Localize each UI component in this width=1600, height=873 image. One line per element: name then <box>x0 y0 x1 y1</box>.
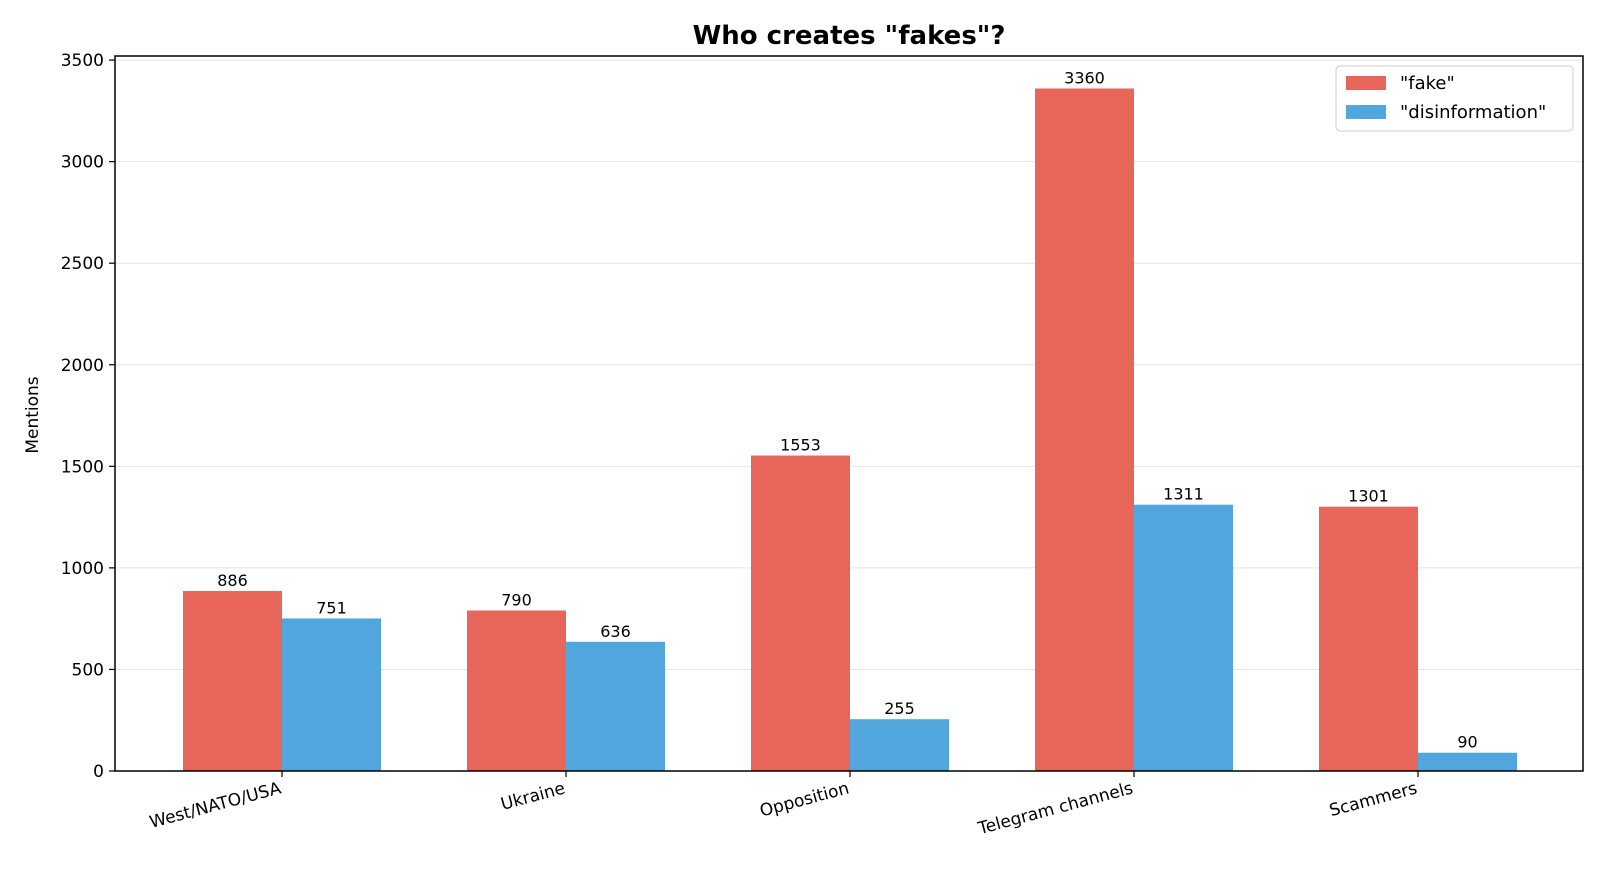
y-tick-label: 1000 <box>61 559 104 579</box>
y-axis-label: Mentions <box>23 376 43 453</box>
x-tick-label: Opposition <box>758 779 852 822</box>
y-tick-label: 1500 <box>61 457 104 477</box>
bar <box>850 719 949 771</box>
bar <box>751 455 850 771</box>
legend-box <box>1335 65 1574 132</box>
legend-label: "disinformation" <box>1400 102 1546 123</box>
y-tick-label: 3000 <box>61 153 104 173</box>
bar <box>183 591 282 771</box>
bars <box>183 88 1517 771</box>
data-label: 751 <box>316 598 347 617</box>
y-tick-label: 3500 <box>61 51 104 71</box>
y-tick-label: 0 <box>93 762 104 782</box>
y-tick-label: 500 <box>72 660 104 680</box>
plot-frame <box>114 55 1584 772</box>
bar <box>1035 88 1134 771</box>
legend-swatch <box>1346 105 1386 119</box>
x-tick-label: Telegram channels <box>975 778 1135 839</box>
bar <box>1134 504 1233 771</box>
bar <box>566 641 665 771</box>
data-label: 1311 <box>1163 485 1204 504</box>
bar <box>1418 752 1517 771</box>
data-label: 636 <box>600 622 631 641</box>
bar <box>467 610 566 771</box>
y-tick-label: 2000 <box>61 356 104 376</box>
chart-title: Who creates "fakes"? <box>693 21 1006 51</box>
x-tick-label: Ukraine <box>499 779 568 815</box>
data-label: 886 <box>217 571 248 590</box>
data-label: 1553 <box>780 436 821 455</box>
x-tick-label: West/NATO/USA <box>147 778 283 832</box>
bar <box>282 618 381 771</box>
legend-swatch <box>1346 76 1386 90</box>
legend: "fake" "disinformation" <box>1335 65 1574 132</box>
data-label: 3360 <box>1064 69 1105 88</box>
data-label: 255 <box>884 699 915 718</box>
bar <box>1319 506 1418 771</box>
y-tick-label: 2500 <box>61 254 104 274</box>
data-label: 790 <box>501 591 532 610</box>
x-tick-label: Scammers <box>1327 778 1419 821</box>
legend-label: "fake" <box>1400 73 1455 94</box>
data-label: 1301 <box>1348 487 1389 506</box>
data-labels: 886 751 790 636 1553 255 3360 1311 1301 90 <box>217 69 1477 752</box>
data-label: 90 <box>1457 733 1477 752</box>
